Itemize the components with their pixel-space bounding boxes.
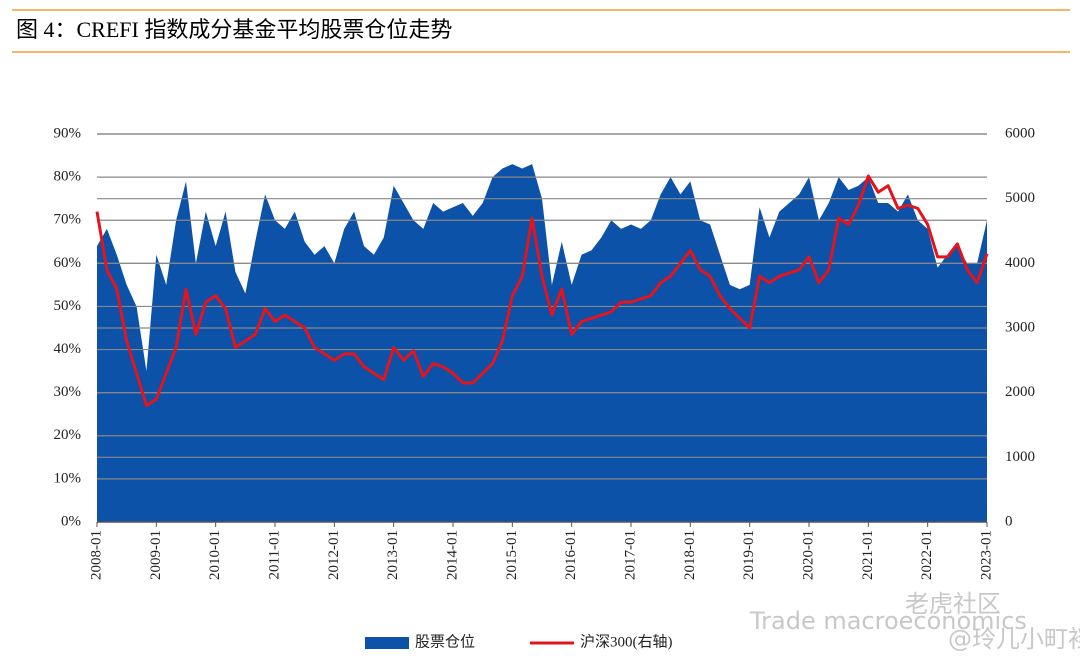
x-tick-label: 2023-01 bbox=[978, 530, 994, 580]
x-tick-label: 2013-01 bbox=[385, 530, 401, 580]
x-tick-label: 2014-01 bbox=[444, 530, 460, 580]
y-tick-label: 0% bbox=[61, 513, 81, 529]
area bbox=[97, 164, 987, 522]
chart-title: 图 4：CREFI 指数成分基金平均股票仓位走势 bbox=[16, 17, 452, 42]
watermark: Trade macroeconomics bbox=[749, 607, 1027, 635]
x-tick-label: 2016-01 bbox=[563, 530, 579, 580]
x-tick-label: 2009-01 bbox=[148, 530, 164, 580]
x-tick-label: 2022-01 bbox=[919, 530, 935, 580]
x-tick-label: 2021-01 bbox=[860, 530, 876, 580]
x-tick-label: 2010-01 bbox=[207, 530, 223, 580]
x-tick-label: 2019-01 bbox=[741, 530, 757, 580]
x-tick-label: 2011-01 bbox=[266, 530, 282, 579]
y-tick-label: 80% bbox=[54, 169, 82, 185]
legend-label: 沪深300(右轴) bbox=[580, 633, 673, 650]
y2-tick-label: 3000 bbox=[1005, 319, 1035, 335]
legend-swatch bbox=[365, 637, 409, 649]
y-tick-label: 50% bbox=[54, 298, 82, 314]
y-tick-label: 20% bbox=[54, 427, 82, 443]
y2-tick-label: 2000 bbox=[1005, 384, 1035, 400]
y2-tick-label: 5000 bbox=[1005, 190, 1035, 206]
y-tick-label: 70% bbox=[54, 212, 82, 228]
y-tick-label: 90% bbox=[54, 125, 82, 141]
y2-tick-label: 1000 bbox=[1005, 449, 1035, 465]
x-tick-label: 2008-01 bbox=[88, 530, 104, 580]
watermark: 老虎社区 bbox=[905, 590, 1001, 618]
y-tick-label: 30% bbox=[54, 384, 82, 400]
y-tick-label: 10% bbox=[54, 470, 82, 486]
x-tick-label: 2012-01 bbox=[326, 530, 342, 580]
x-tick-label: 2017-01 bbox=[622, 530, 638, 580]
legend-label: 股票仓位 bbox=[415, 633, 475, 650]
y2-tick-label: 0 bbox=[1005, 513, 1013, 529]
y2-tick-label: 6000 bbox=[1005, 125, 1035, 141]
watermark: @玲儿小町裆 bbox=[948, 625, 1080, 653]
x-tick-label: 2015-01 bbox=[504, 530, 520, 580]
y-tick-label: 40% bbox=[54, 341, 82, 357]
x-tick-label: 2020-01 bbox=[800, 530, 816, 580]
x-tick-label: 2018-01 bbox=[682, 530, 698, 580]
line bbox=[95, 174, 989, 408]
y2-tick-label: 4000 bbox=[1005, 255, 1035, 271]
y-tick-label: 60% bbox=[54, 255, 82, 271]
